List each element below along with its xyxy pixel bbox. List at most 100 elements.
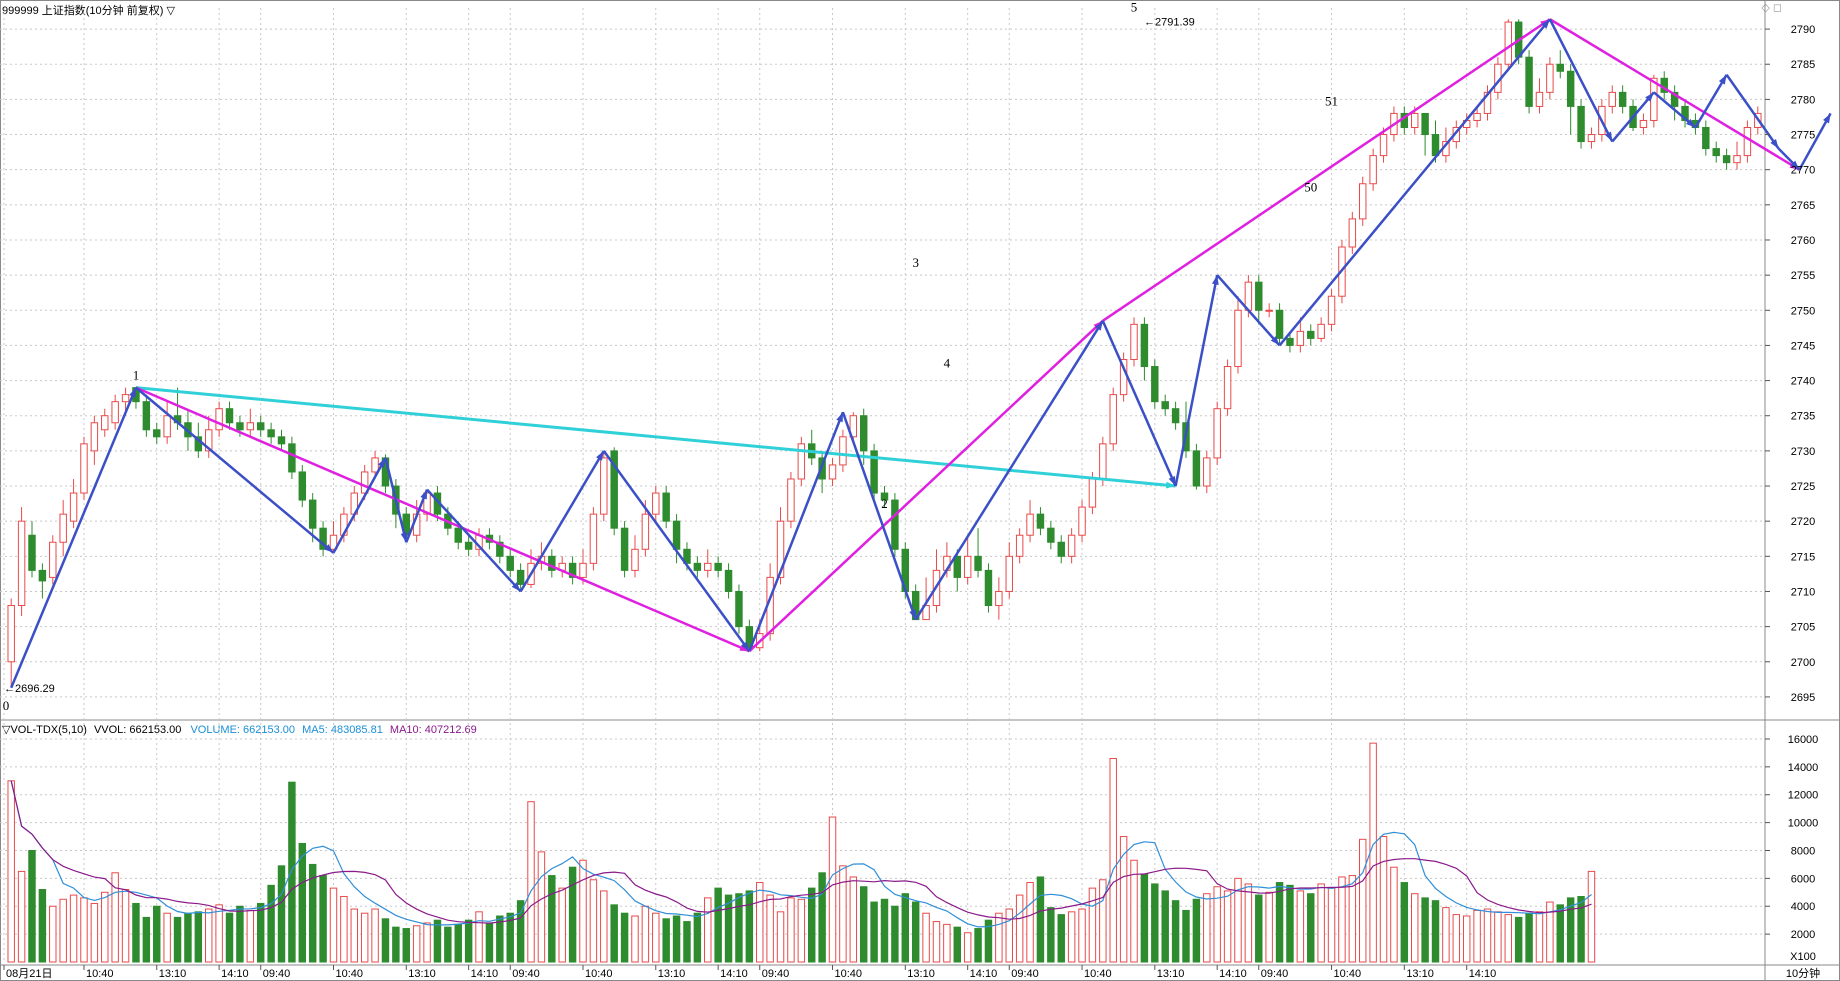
time-tick-label: 13:10 [907,968,935,980]
volume-bar [496,915,504,963]
volume-bar [600,890,608,963]
volume-bar [548,875,556,963]
candle-body [849,415,858,438]
candle-body [1109,394,1117,445]
volume-bars [7,742,1596,963]
volume-bar [173,916,182,963]
blue-wave-line-arrowhead [324,544,334,553]
volume-bar [111,872,119,963]
volume-bar [28,849,36,963]
candle-body [1255,281,1263,311]
wave-label: 0 [3,698,10,713]
volume-bar [288,781,296,963]
blue-wave-line-arrowhead [596,450,604,461]
candle-body [1171,408,1180,424]
volume-bar [142,916,151,963]
price-tick-label: 2760 [1791,235,1815,247]
candle-body [1203,457,1211,487]
candle-body [870,450,878,494]
time-tick-label: 13:10 [408,968,436,980]
candle-body [1327,295,1336,325]
volume-bar [506,912,514,963]
candle-body [1130,323,1138,360]
wave-label: 4 [944,355,951,370]
volume-bar [859,886,868,963]
volume-bar [49,905,57,963]
time-tick-label: 14:10 [1219,968,1247,980]
volume-bar [444,926,452,963]
volume-bar [631,915,639,963]
volume-bar [225,912,234,963]
candle-body [516,569,525,585]
candle-body [59,513,67,543]
volume-bar [59,898,67,963]
price-tick-label: 2785 [1791,59,1815,71]
time-tick-label: 14:10 [720,968,748,980]
candle-body [205,429,213,452]
volume-bar [163,912,171,963]
chart-title: 999999 上证指数(10分钟 前复权) ▽ [2,2,175,18]
volume-bar [776,911,785,963]
candle-body [1307,330,1315,339]
title-text: 999999 上证指数(10分钟 前复权) [2,5,164,17]
candle-body [17,520,26,607]
volume-bar [1234,877,1242,963]
price-tick-label: 2715 [1791,551,1815,563]
candle-body [1286,337,1294,346]
low-annotation: ←2696.29 [4,683,55,695]
time-tick-label: 09:40 [1011,968,1039,980]
volume-tick-label: 2000 [1791,929,1815,941]
candle-body [1088,478,1097,508]
volume-bar [797,898,806,963]
volume-bar [932,921,941,963]
price-tick-label: 2725 [1791,481,1815,493]
candle-body [600,457,608,515]
indicator-name[interactable]: ▽VOL-TDX(5,10) [2,724,87,736]
volume-bar [7,780,15,963]
title-dropdown-icon[interactable]: ▽ [166,5,175,17]
blue-wave-line-arrowhead [836,412,843,423]
volume-bar [652,912,660,963]
candle-body [215,408,223,431]
time-tick-label: 13:10 [658,968,686,980]
blue-wave-line [10,387,138,689]
candle-body [953,555,961,578]
candle-body [1431,134,1440,157]
candle-body [579,562,587,578]
volume-bar [1452,914,1461,963]
time-tick-label: 14:10 [970,968,998,980]
blue-wave-line [841,411,917,620]
candle-body [360,471,369,494]
candle-body [1733,155,1741,164]
candle-body [1504,21,1513,65]
blue-wave-line-arrowhead [1212,275,1219,286]
volume-bar [1483,908,1492,963]
blue-wave-line-arrowhead [511,582,521,592]
volume-bar [589,879,598,963]
volume-bar [1119,836,1128,963]
candle-body [620,527,629,571]
volume-bar [828,816,837,963]
time-tick-label: 14:10 [1469,968,1497,980]
candle-body [256,422,265,431]
volume-bar [1431,900,1440,963]
volume-bar [184,912,192,963]
volume-bar [756,882,764,963]
volume-bar [1514,916,1523,963]
window-controls[interactable]: ◇ ◻ [1761,2,1782,14]
candle-body [548,555,556,571]
volume-bar [714,887,722,963]
volume-unit-label: X100 [1790,951,1816,963]
volume-bar [1307,893,1315,963]
indicator-vvol: VVOL: 662153.00 [93,724,182,736]
volume-bar [1244,883,1253,963]
volume-bar [1223,890,1232,963]
time-tick-label: 13:10 [159,968,187,980]
volume-bar [308,863,317,963]
blue-wave-line [405,489,429,543]
volume-bar [1255,894,1263,963]
candle-body [797,443,806,480]
blue-wave-line-arrowhead [1645,92,1654,102]
time-tick-label: 09:40 [263,968,291,980]
